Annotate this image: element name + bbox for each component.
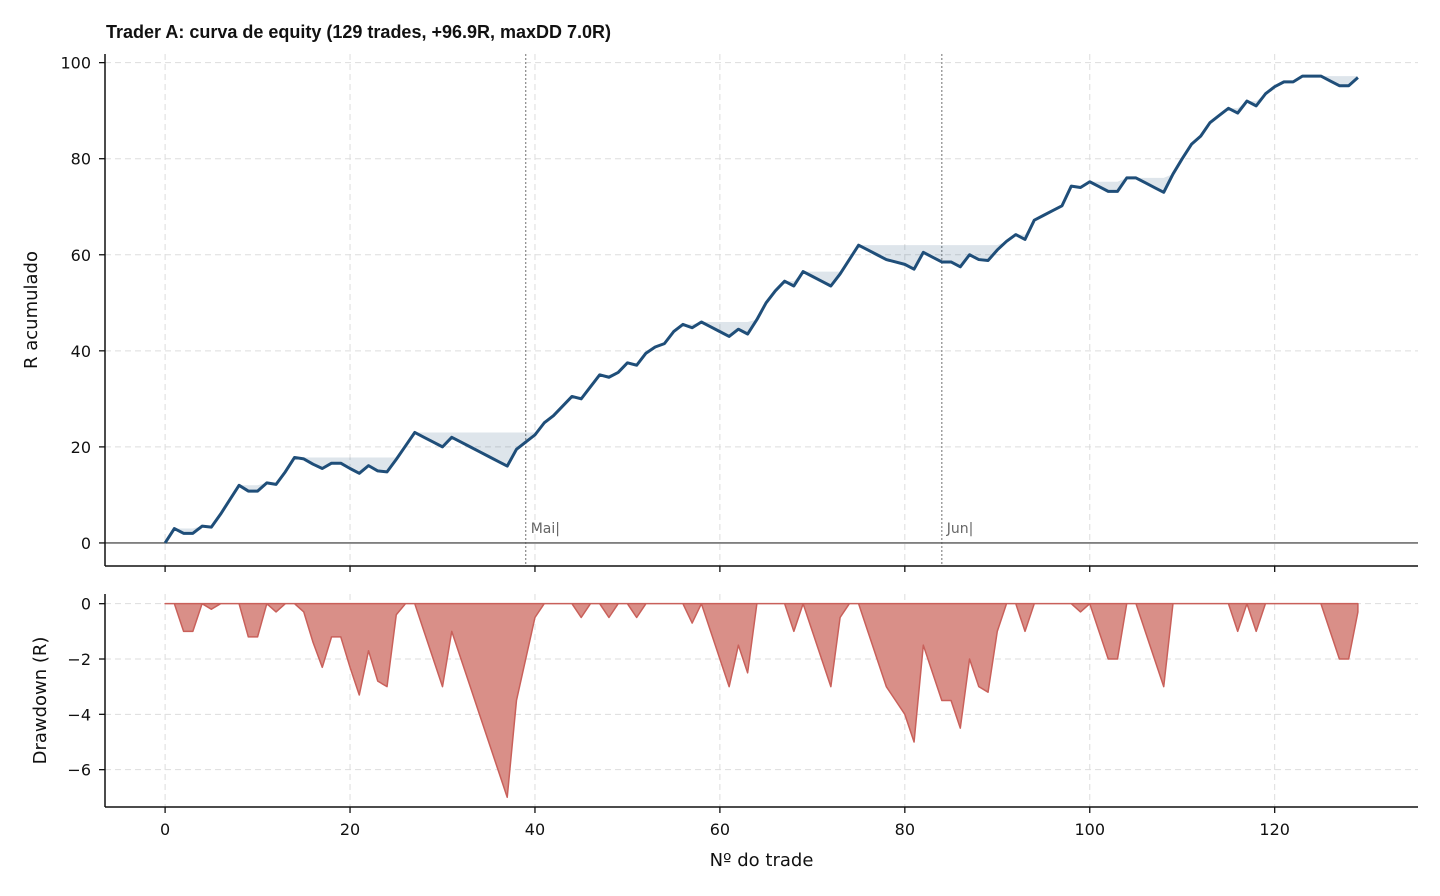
month-marker-label: Jun| xyxy=(946,521,974,537)
drawdown-gridlines xyxy=(105,594,1418,807)
x-tick-label: 100 xyxy=(1074,820,1105,839)
x-tick-label: 0 xyxy=(160,820,170,839)
drawdown-panel: 0 −2 −4 −6 0 20 40 60 80 100 120 Drawdown (R) Nº … xyxy=(30,594,1418,871)
y-tick-label: 40 xyxy=(71,342,91,361)
y-tick-label: 100 xyxy=(60,54,91,73)
month-marker-lines xyxy=(525,54,943,566)
x-tick-label: 120 xyxy=(1259,820,1290,839)
equity-curve-line xyxy=(163,74,1359,544)
equity-y-ticks: 0 20 40 60 80 100 xyxy=(60,54,105,553)
x-tick-label: 80 xyxy=(895,820,915,839)
month-marker-labels: Mai| Jun| xyxy=(531,521,974,537)
drawdown-x-ticks: 0 20 40 60 80 100 120 xyxy=(160,807,1290,839)
equity-panel: Mai| Jun| 0 20 40 60 80 100 R acumulado xyxy=(21,54,1418,572)
equity-x-ticks xyxy=(164,566,1276,572)
y-tick-label: 60 xyxy=(71,246,91,265)
drawdown-y-axis-label: Drawdown (R) xyxy=(30,637,51,765)
x-tick-label: 40 xyxy=(525,820,545,839)
equity-axes xyxy=(104,54,1418,567)
month-marker-label: Mai| xyxy=(531,521,560,537)
equity-y-axis-label: R acumulado xyxy=(21,251,42,369)
drawdown-area xyxy=(164,602,1359,799)
y-tick-label: 0 xyxy=(81,595,91,614)
x-tick-label: 60 xyxy=(710,820,730,839)
drawdown-y-ticks: 0 −2 −4 −6 xyxy=(67,595,105,780)
y-tick-label: −4 xyxy=(67,705,91,724)
y-tick-label: −2 xyxy=(67,650,91,669)
y-tick-label: 80 xyxy=(71,150,91,169)
chart-title: Trader A: curva de equity (129 trades, +… xyxy=(106,22,611,42)
x-axis-label: Nº do trade xyxy=(710,850,814,871)
y-tick-label: 20 xyxy=(71,438,91,457)
x-tick-label: 20 xyxy=(340,820,360,839)
drawdown-axes xyxy=(104,594,1418,808)
y-tick-label: −6 xyxy=(67,761,91,780)
y-tick-label: 0 xyxy=(81,534,91,553)
